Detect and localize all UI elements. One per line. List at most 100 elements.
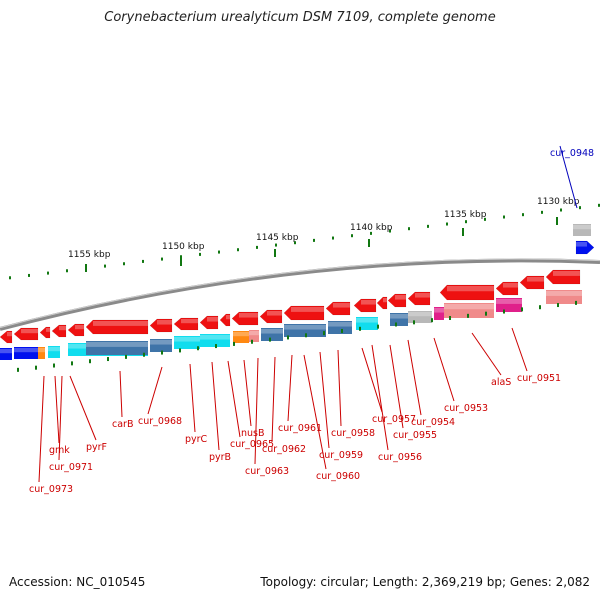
scale-dot [389,229,391,233]
cds-forward-blue [575,240,595,255]
feature-block [496,298,522,312]
feature-block [48,346,60,358]
scale-dot [275,243,277,247]
inner-tick [395,322,397,327]
arrow-gloss [93,321,148,326]
inner-tick [575,300,577,305]
reverse-cds-arrow [387,293,407,308]
scale-label: 1140 kbp [350,223,393,233]
leader-line [271,356,276,443]
reverse-cds-arrow [325,301,351,316]
block-gloss [14,348,38,353]
inner-tick [341,328,343,333]
block-gloss [150,340,172,345]
feature-block [356,317,378,330]
feature-block [0,348,12,360]
arrow-gloss [267,311,282,316]
arrow-gloss [46,328,50,332]
reverse-cds-arrow [376,296,388,310]
feature-block [408,311,432,323]
block-gloss [284,325,326,330]
block-gloss [356,318,378,323]
leader-line [559,145,578,209]
inner-tick [89,359,91,364]
scale-major-tick [180,258,182,266]
accession-text: Accession: NC_010545 [9,575,146,589]
scale-dot [9,276,11,280]
feature-tracks [0,224,595,372]
reverse-cds-arrow [0,330,13,344]
scale-major-tick [368,239,370,247]
scale-dot [446,222,448,226]
arrow-gloss [527,277,544,282]
arrow-gloss [59,326,66,331]
block-gloss [546,291,582,296]
block-gloss [496,299,522,304]
feature-block [14,347,38,359]
reverse-cds-arrow [283,305,325,321]
scale-label: 1155 kbp [68,250,111,260]
inner-tick [215,344,217,349]
feature-block [434,307,444,320]
gene-label: nusB [241,428,265,439]
inner-tick [323,331,325,336]
scale-label: 1145 kbp [256,233,299,243]
gene-label: cur_0971 [49,462,93,473]
scale-major-tick [462,228,464,236]
feature-block [233,331,249,343]
arrow-gloss [361,300,376,305]
scale-dot [503,215,505,219]
leader-line [471,332,502,376]
gene-label: cur_0951 [517,373,561,384]
leader-line [38,375,45,483]
feature-block [174,336,200,349]
block-gloss [573,225,591,230]
reverse-cds-arrow [519,275,545,290]
scale-dot [218,250,220,254]
gene-label: gmk [49,445,70,456]
leader-line [511,327,528,372]
reverse-cds-arrow [67,323,85,337]
scale-dot [256,245,258,249]
scale-label: 1135 kbp [444,210,487,220]
gene-label: cur_0963 [245,466,289,477]
feature-block [261,328,283,341]
leader-line [119,370,123,418]
block-gloss [38,348,45,353]
arrow-gloss [503,283,518,288]
reverse-cds-arrow [545,269,581,285]
leader-line [389,344,404,429]
feature-block [38,347,45,359]
leader-line [243,359,252,427]
leader-line [189,363,196,433]
arrow-gloss [75,325,84,330]
scale-dot [598,203,600,207]
label-leaders [38,145,578,483]
inner-tick [179,348,181,353]
scale-dot [66,269,68,273]
inner-tick [557,303,559,308]
gene-label: pyrF [86,442,107,453]
reverse-cds-arrow [85,319,149,335]
inner-tick [269,337,271,342]
scale-dot [180,255,182,259]
arrow-gloss [21,329,38,334]
block-gloss [390,314,408,319]
gene-label: cur_0953 [444,403,488,414]
leader-line [287,354,293,422]
arrow-gloss [415,293,430,298]
inner-tick [485,311,487,316]
reverse-cds-arrow [259,309,283,324]
leader-line [227,360,241,438]
leader-line [319,351,330,449]
gene-label: cur_0959 [319,450,363,461]
inner-tick [539,305,541,310]
gene-label: cur_0960 [316,471,360,482]
reverse-cds-arrow [199,315,219,330]
inner-tick [17,367,19,372]
inner-tick [449,316,451,320]
scale-dot [237,248,239,252]
arrow-gloss [333,303,350,308]
inner-tick [143,352,145,357]
inner-tick [503,309,505,314]
